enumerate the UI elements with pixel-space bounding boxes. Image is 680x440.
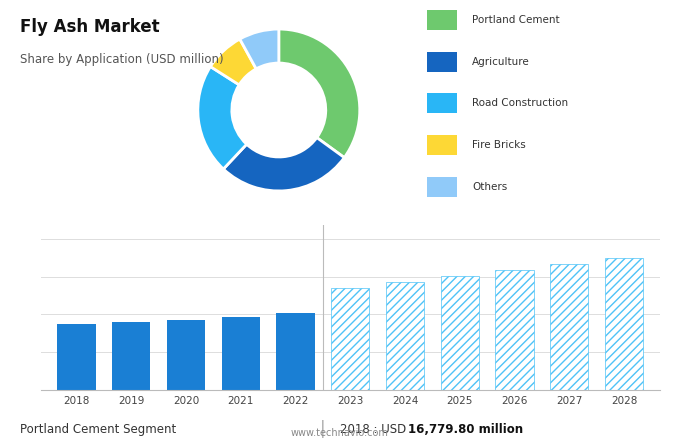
Wedge shape (279, 29, 360, 158)
Bar (495, 270, 534, 390)
Bar (426, 52, 457, 72)
Text: Agriculture: Agriculture (472, 57, 530, 66)
Bar (276, 313, 315, 390)
Bar (331, 288, 369, 390)
Bar (112, 322, 150, 390)
Text: Portland Cement Segment: Portland Cement Segment (20, 422, 177, 436)
Wedge shape (198, 66, 247, 169)
Text: www.technavio.com: www.technavio.com (291, 428, 389, 438)
Wedge shape (240, 29, 279, 69)
Text: |: | (320, 420, 325, 438)
Bar (57, 324, 96, 390)
Bar (441, 276, 479, 390)
Bar (426, 10, 457, 29)
Bar (426, 177, 457, 197)
Bar (386, 282, 424, 390)
Text: Others: Others (472, 182, 507, 192)
Text: 16,779.80 million: 16,779.80 million (408, 422, 523, 436)
Bar (426, 135, 457, 155)
Bar (222, 317, 260, 390)
Text: Fire Bricks: Fire Bricks (472, 140, 526, 150)
Bar (605, 258, 643, 390)
Bar (550, 264, 588, 390)
Text: Share by Application (USD million): Share by Application (USD million) (20, 53, 224, 66)
Bar (167, 320, 205, 390)
Text: Portland Cement: Portland Cement (472, 15, 560, 25)
Text: Road Construction: Road Construction (472, 99, 568, 108)
Text: 2018 : USD: 2018 : USD (340, 422, 410, 436)
Bar (426, 93, 457, 113)
Wedge shape (223, 138, 344, 191)
Text: Fly Ash Market: Fly Ash Market (20, 18, 160, 36)
Wedge shape (210, 39, 256, 85)
